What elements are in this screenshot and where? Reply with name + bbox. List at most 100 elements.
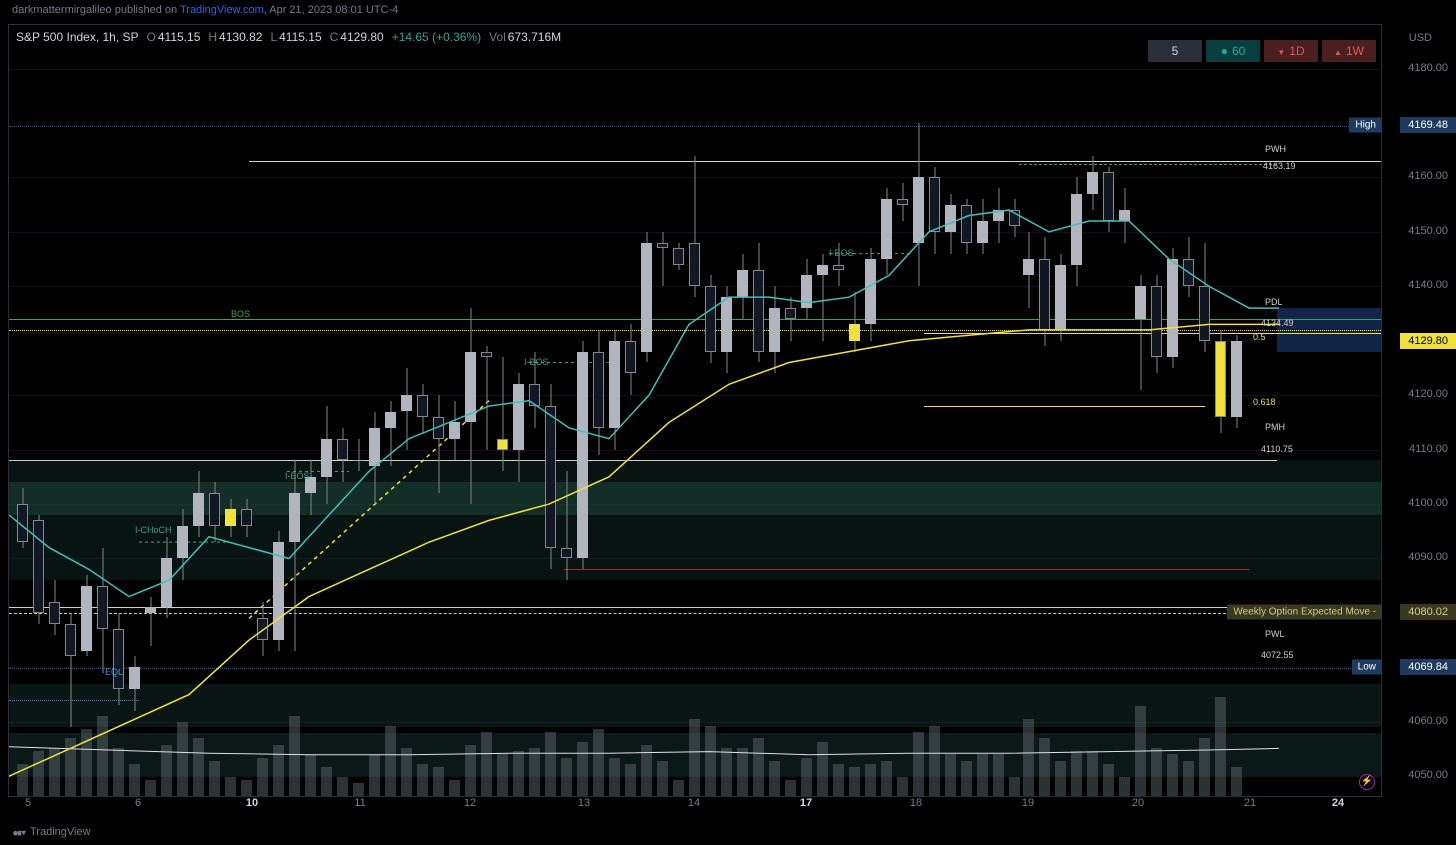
volume-bar	[177, 722, 188, 796]
price-tick: 4180.00	[1408, 62, 1448, 74]
volume-bar	[1231, 767, 1242, 796]
volume-bar	[961, 761, 972, 796]
time-tick: 12	[464, 797, 476, 809]
volume-value: 673.716M	[489, 30, 561, 44]
price-tag-current: 4129.80	[1400, 333, 1456, 349]
volume-bar	[833, 764, 844, 796]
price-tag-label: Weekly Option Expected Move -	[1227, 604, 1382, 619]
annotation: PDL	[1265, 297, 1283, 307]
volume-bar	[257, 758, 268, 796]
volume-bar	[641, 745, 652, 796]
volume-bar	[913, 732, 924, 796]
volume-bar	[625, 764, 636, 796]
tf-5-button[interactable]: 5	[1148, 40, 1202, 62]
annotation: I-BOS	[524, 357, 549, 367]
chart-area[interactable]: BOSPWH4163.19PDL4134.490.50.618PMH4110.7…	[8, 24, 1382, 797]
volume-bar	[1071, 751, 1082, 796]
volume-bar	[481, 732, 492, 796]
symbol-name[interactable]: S&P 500 Index, 1h, SP	[16, 30, 139, 44]
time-tick: 18	[910, 797, 922, 809]
goto-realtime-icon[interactable]: ⚡	[1359, 774, 1375, 790]
time-tick: 13	[578, 797, 590, 809]
volume-bar	[977, 754, 988, 796]
price-tick: 4120.00	[1408, 388, 1448, 400]
price-scale[interactable]: 4050.004060.004070.004090.004100.004110.…	[1382, 24, 1456, 797]
tf-1d-button[interactable]: 1D	[1264, 40, 1318, 62]
volume-bar	[289, 716, 300, 796]
volume-bar	[321, 767, 332, 796]
volume-bar	[81, 729, 92, 796]
volume-bar	[849, 767, 860, 796]
volume-bar	[929, 726, 940, 796]
volume-bar	[433, 767, 444, 796]
volume-bar	[1167, 754, 1178, 796]
time-tick: 17	[800, 797, 812, 809]
volume-bar	[673, 780, 684, 796]
volume-bar	[737, 748, 748, 796]
price-tag-wk: 4080.02	[1400, 604, 1456, 620]
price-tag-low: 4069.84	[1400, 659, 1456, 675]
volume-bar	[113, 748, 124, 796]
price-tick: 4100.00	[1408, 497, 1448, 509]
volume-bar	[1183, 761, 1194, 796]
volume-bar	[801, 758, 812, 796]
volume-bar	[161, 745, 172, 796]
volume-bar	[657, 761, 668, 796]
price-tick: 4150.00	[1408, 225, 1448, 237]
volume-bar	[1151, 748, 1162, 796]
volume-bar	[17, 764, 28, 796]
ohlc-low: 4115.15	[270, 30, 321, 44]
footer-brand: TradingView	[30, 826, 91, 838]
volume-bar	[209, 761, 220, 796]
volume-bar	[1055, 761, 1066, 796]
volume-bar	[401, 748, 412, 796]
volume-bar	[1009, 777, 1020, 796]
site-link[interactable]: TradingView.com	[180, 4, 264, 16]
volume-bar	[561, 758, 572, 796]
annotation: 0.5	[1253, 332, 1266, 342]
volume-bar	[545, 732, 556, 796]
price-tag-label: High	[1349, 117, 1382, 132]
ohlc-high: 4130.82	[208, 30, 262, 44]
volume-bar	[593, 729, 604, 796]
volume-bar	[993, 754, 1004, 796]
volume-bar	[369, 754, 380, 796]
ohlc-close: 4129.80	[330, 30, 384, 44]
volume-bar	[1039, 738, 1050, 796]
tradingview-logo-icon	[12, 825, 26, 839]
price-tick: 4060.00	[1408, 715, 1448, 727]
price-tag-label: Low	[1352, 660, 1382, 675]
volume-bar	[129, 764, 140, 796]
volume-bar	[337, 777, 348, 796]
volume-bar	[1135, 706, 1146, 796]
time-tick: 11	[354, 797, 365, 809]
price-tick: 4050.00	[1408, 769, 1448, 781]
volume-bar	[753, 738, 764, 796]
publisher: darkmattermirgalileo	[12, 4, 112, 16]
volume-bar	[1087, 751, 1098, 796]
volume-bar	[97, 716, 108, 796]
volume-bar	[465, 745, 476, 796]
volume-bar	[193, 738, 204, 796]
annotation: 0.618	[1253, 397, 1276, 407]
volume-bar	[817, 742, 828, 796]
time-axis[interactable]: 561011121314171819202124	[8, 797, 1382, 817]
volume-bar	[705, 726, 716, 796]
annotation: PMH	[1265, 422, 1285, 432]
volume-bar	[273, 745, 284, 796]
volume-bar	[33, 751, 44, 796]
annotation: 4163.19	[1263, 161, 1296, 171]
volume-bar	[689, 719, 700, 796]
annotation: 4072.55	[1261, 650, 1294, 660]
time-tick: 24	[1332, 797, 1344, 809]
volume-bar	[225, 777, 236, 796]
volume-bar	[1023, 719, 1034, 796]
price-tick: 4090.00	[1408, 551, 1448, 563]
tf-60-button[interactable]: 60	[1206, 40, 1260, 62]
tf-1w-button[interactable]: 1W	[1322, 40, 1376, 62]
volume-bar	[65, 738, 76, 796]
timeframe-group: 5 60 1D 1W	[1148, 40, 1376, 62]
volume-bar	[49, 748, 60, 796]
volume-bar	[1103, 764, 1114, 796]
symbol-info-bar: S&P 500 Index, 1h, SP 4115.15 4130.82 41…	[16, 30, 561, 44]
